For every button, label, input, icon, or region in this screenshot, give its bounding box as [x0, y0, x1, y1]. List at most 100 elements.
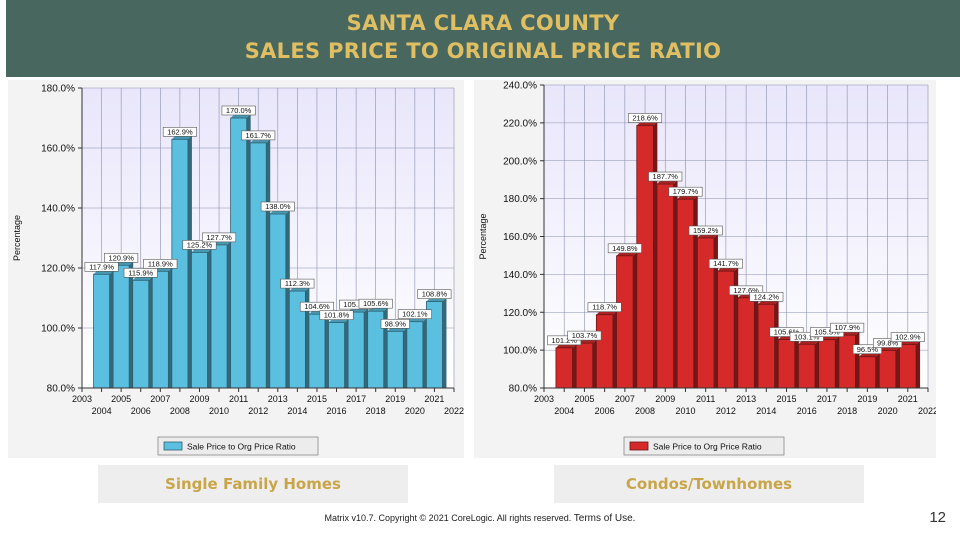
c1-data-label-box: [708, 258, 743, 269]
c1-data-label: 102.9%: [895, 333, 921, 342]
c1-x-tick-label: 2018: [837, 406, 857, 416]
c0-data-label-box: [84, 262, 119, 272]
c0-bar: [249, 142, 267, 389]
c0-x-tick-label: 2006: [131, 406, 151, 416]
c0-data-label-box: [299, 301, 334, 312]
c1-x-tick-label: 2012: [716, 406, 736, 416]
c0-x-tick-label: 2009: [189, 394, 209, 404]
c0-bar-side: [422, 317, 427, 388]
c1-data-label: 187.7%: [653, 172, 679, 181]
c1-bar-side: [653, 121, 658, 388]
c0-data-label: 120.9%: [108, 253, 134, 262]
caption-condos: Condos/Townhomes: [554, 465, 864, 503]
c0-x-tick-label: 2007: [150, 394, 170, 404]
c1-y-tick-label: 160.0%: [503, 232, 537, 243]
c1-legend-label: Sale Price to Org Price Ratio: [653, 442, 762, 452]
c0-data-label: 108.8%: [422, 290, 448, 299]
c0-x-tick-label: 2015: [307, 394, 327, 404]
c0-data-label: 125.2%: [187, 240, 213, 249]
c0-data-label-box: [143, 259, 178, 269]
c0-bar-side: [129, 261, 134, 388]
c0-data-label-box: [319, 310, 354, 320]
c0-x-tick-label: 2020: [405, 406, 425, 416]
terms-of-use-link[interactable]: Terms of Use.: [573, 513, 636, 524]
c1-data-label-box: [567, 330, 602, 341]
c1-bar-side: [693, 195, 698, 388]
c1-y-tick-label: 240.0%: [503, 81, 537, 92]
c1-data-label: 105.5%: [814, 328, 840, 337]
c1-data-label-box: [852, 344, 882, 355]
c1-bar-side: [734, 267, 739, 388]
c1-data-label-box: [648, 171, 683, 182]
c0-data-label: 105.6%: [363, 299, 389, 308]
c1-bar: [798, 343, 816, 389]
c1-x-tick-label: 2005: [574, 394, 594, 404]
c1-y-tick-label: 180.0%: [503, 194, 537, 205]
c1-data-label-box: [628, 113, 663, 123]
c0-y-tick-label: 180.0%: [41, 84, 75, 95]
c1-data-label: 149.8%: [612, 244, 638, 253]
c1-data-label: 103.1%: [794, 332, 820, 341]
c0-bar-side: [285, 210, 290, 388]
c1-data-label-box: [607, 243, 642, 254]
c1-data-label: 124.2%: [754, 292, 780, 301]
c1-bar: [616, 255, 634, 389]
title-line-1: SANTA CLARA COUNTY: [346, 11, 620, 35]
caption-single-family: Single Family Homes: [98, 465, 408, 503]
c0-data-label: 105.3%: [343, 300, 369, 309]
c1-bar-side: [875, 352, 880, 388]
c0-bar: [328, 322, 345, 389]
c1-bar: [595, 314, 614, 389]
c1-x-tick-label: 2006: [595, 406, 615, 416]
c1-bar-side: [835, 335, 840, 388]
c0-bar-side: [305, 287, 310, 388]
c0-y-tick-label: 100.0%: [41, 324, 75, 335]
c0-x-tick-label: 2005: [111, 394, 131, 404]
c1-data-label: 159.2%: [693, 226, 719, 235]
c0-bar-side: [246, 114, 251, 388]
c0-data-label-box: [162, 126, 197, 137]
c1-y-tick-label: 220.0%: [503, 118, 537, 129]
c1-x-tick-label: 2013: [736, 394, 756, 404]
c0-data-label: 118.9%: [148, 259, 173, 268]
c1-bar-side: [916, 340, 921, 388]
c1-bar-side: [673, 180, 678, 388]
c1-bar-side: [572, 343, 577, 388]
c0-data-label: 115.9%: [128, 268, 153, 277]
c0-y-axis-label: Percentage: [12, 215, 22, 261]
c1-x-tick-label: 2016: [797, 406, 817, 416]
c1-legend-swatch: [629, 441, 649, 451]
c1-bar: [899, 344, 917, 389]
c0-data-label-box: [182, 240, 217, 250]
c0-x-tick-label: 2022: [444, 406, 464, 416]
c0-bar-side: [207, 248, 212, 388]
c0-data-label-box: [358, 298, 393, 309]
c1-x-tick-label: 2019: [857, 394, 877, 404]
c1-bar-side: [713, 234, 718, 388]
copyright-text: Matrix v10.7. Copyright © 2021 CoreLogic…: [324, 513, 572, 523]
c1-data-label: 141.7%: [713, 259, 739, 268]
c1-data-label-box: [890, 332, 925, 342]
chart-condos-svg: 80.0% 100.0% 120.0% 140.0% 160.0% 180.0% 200.0…: [474, 80, 936, 458]
c0-bar: [132, 279, 150, 389]
c0-bar-side: [266, 138, 271, 388]
c1-x-tick-label: 2007: [615, 394, 635, 404]
c0-bar-side: [148, 276, 153, 388]
c0-y-tick-label: 120.0%: [41, 264, 75, 275]
c1-data-label-box: [830, 322, 865, 333]
c1-bar-side: [794, 335, 799, 388]
c0-bar: [230, 117, 248, 389]
c1-y-tick-label: 100.0%: [503, 346, 537, 357]
c1-data-label: 107.9%: [834, 323, 860, 332]
c1-bar: [737, 297, 755, 389]
page-number: 12: [929, 509, 946, 526]
c0-x-tick-label: 2010: [209, 406, 229, 416]
c1-data-label: 105.6%: [774, 328, 800, 337]
c0-x-tick-label: 2019: [385, 394, 405, 404]
c0-x-tick-label: 2003: [72, 394, 92, 404]
c0-data-label: 161.7%: [245, 131, 271, 140]
c1-x-tick-label: 2022: [918, 406, 936, 416]
c1-bar-side: [895, 346, 900, 388]
c0-bar-side: [364, 308, 369, 388]
c0-data-label-box: [380, 319, 410, 329]
